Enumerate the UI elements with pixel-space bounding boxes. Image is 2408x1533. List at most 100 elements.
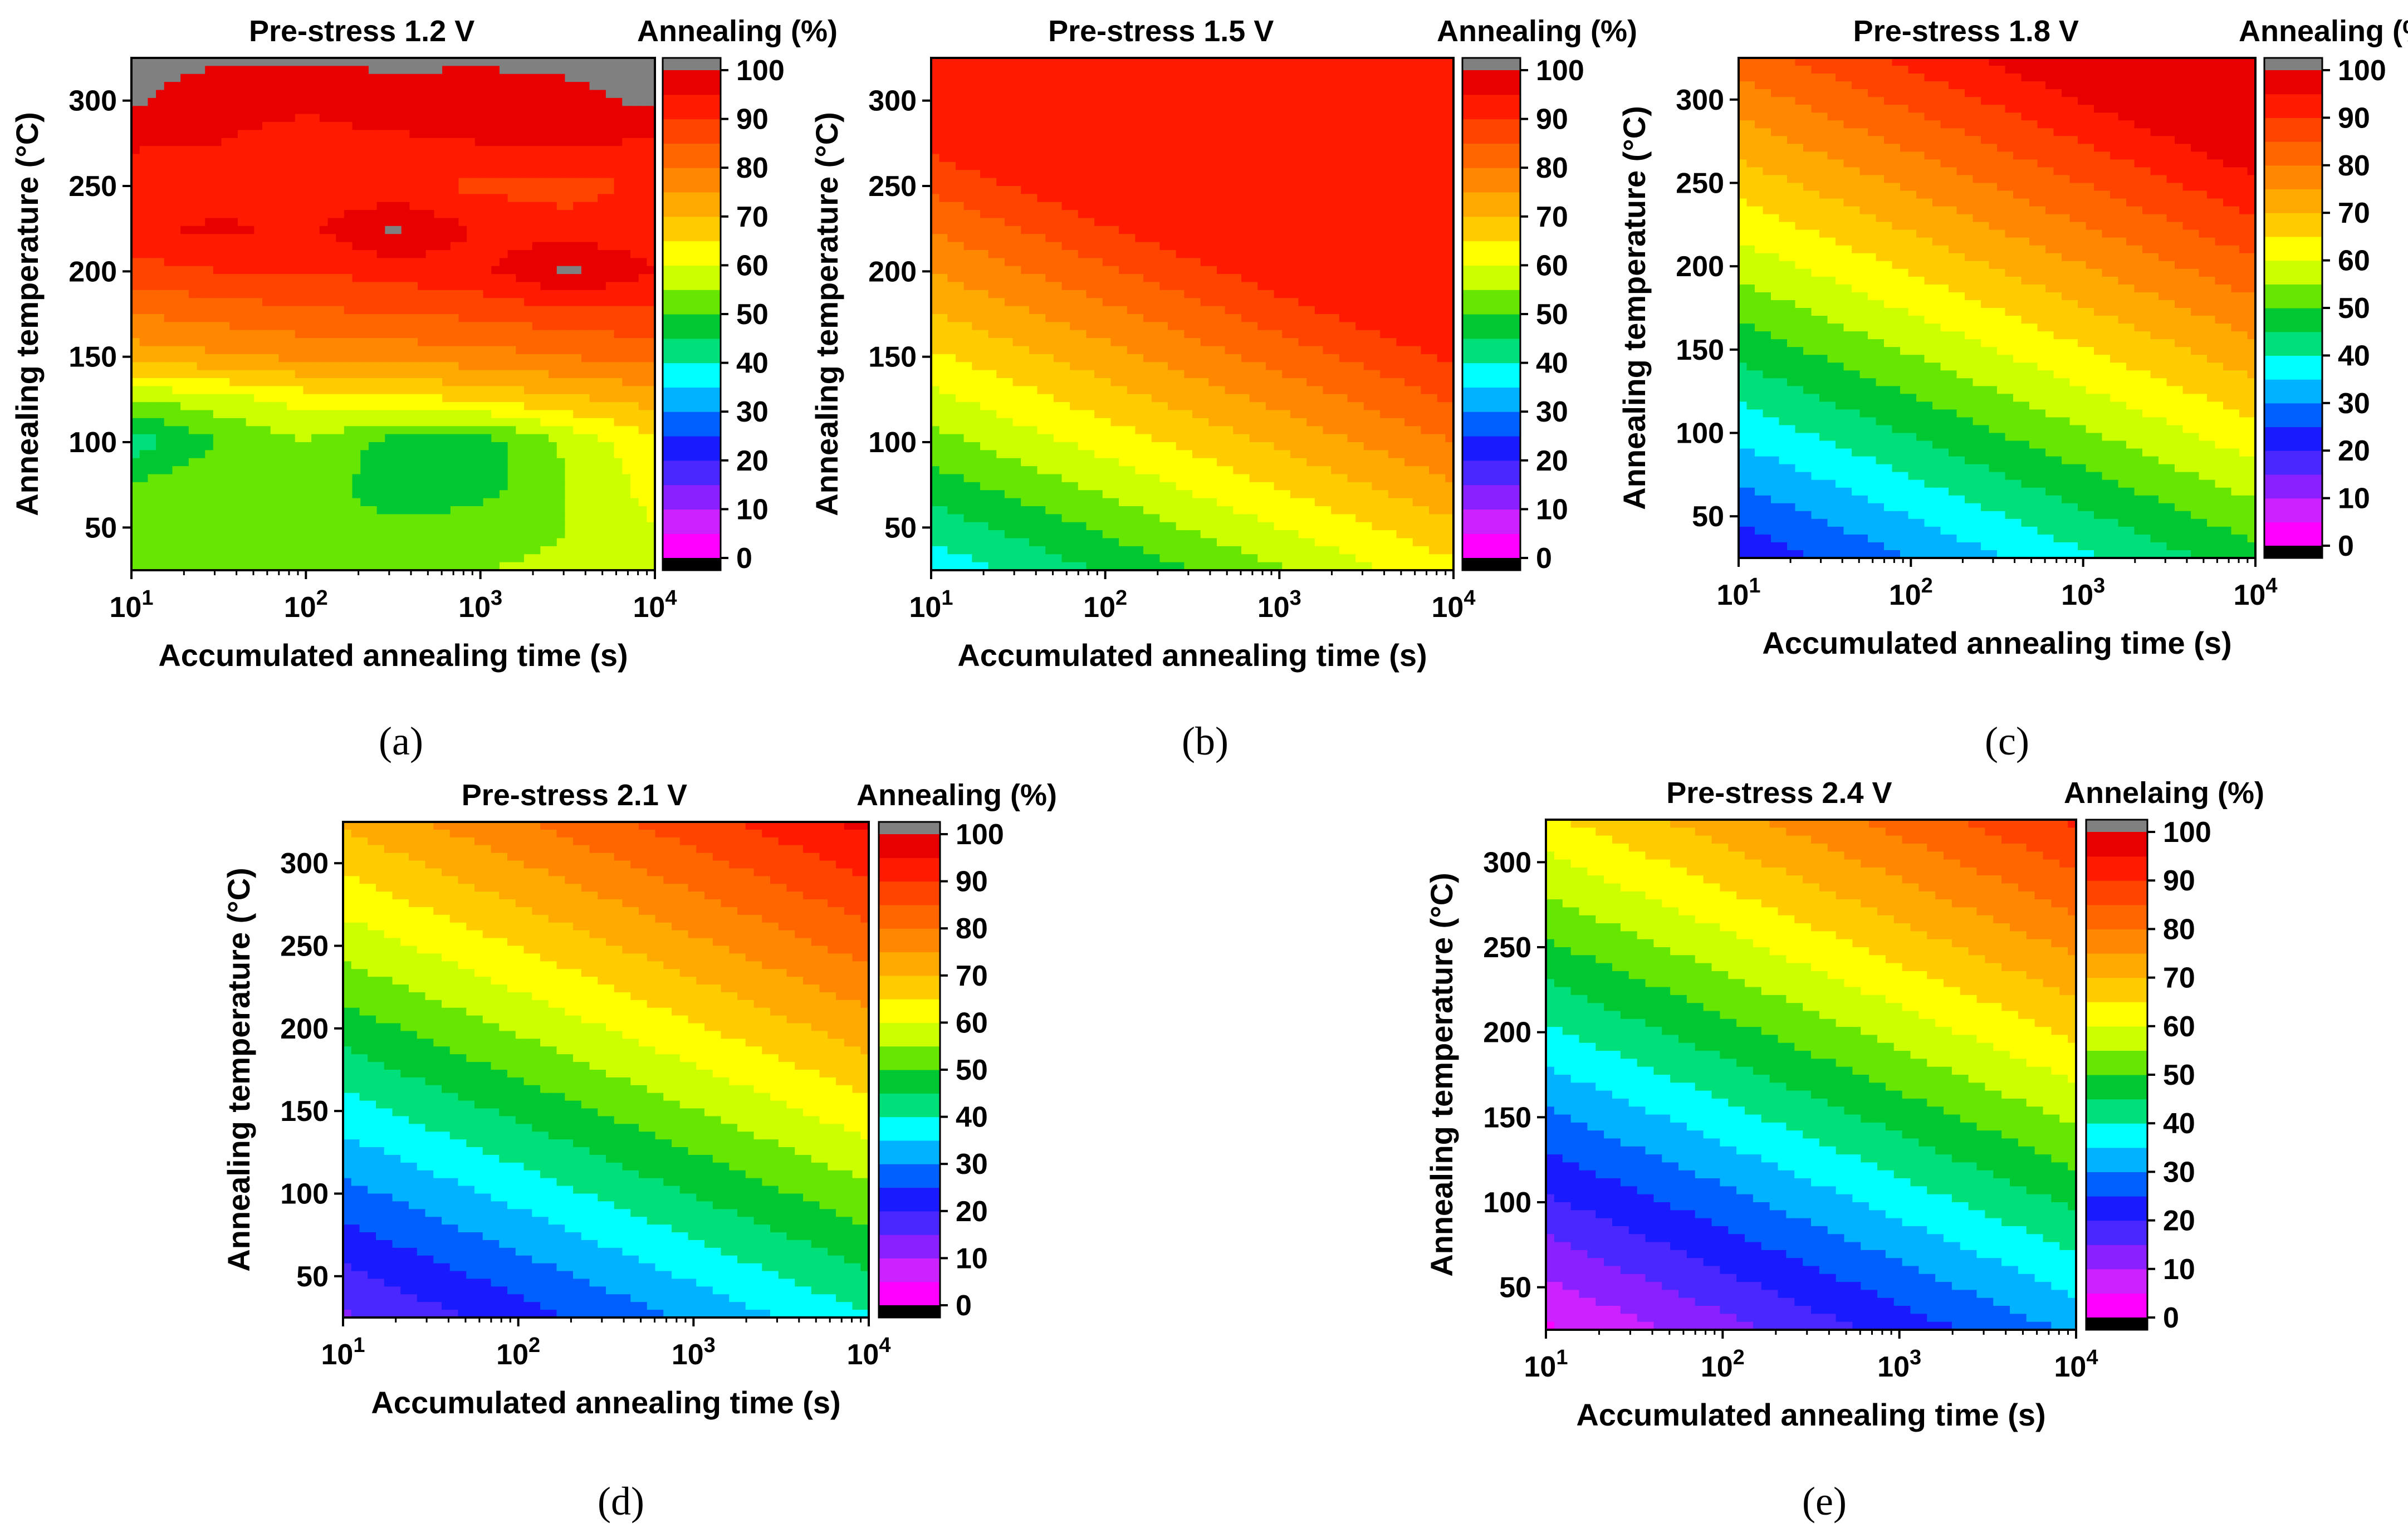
contour-cell: [418, 90, 426, 99]
contour-cell: [451, 194, 459, 202]
contour-cell: [369, 234, 377, 242]
contour-cell: [549, 138, 557, 146]
contour-cell: [303, 242, 311, 251]
contour-cell: [205, 194, 213, 202]
contour-cell: [213, 114, 222, 123]
contour-cell: [418, 74, 426, 82]
contour-cell: [311, 138, 320, 146]
contour-cell: [303, 114, 311, 123]
contour-cell: [222, 146, 230, 154]
contour-cell: [353, 66, 361, 74]
contour-cell: [254, 138, 262, 146]
contour-cell: [491, 202, 500, 210]
contour-cell: [598, 114, 606, 123]
contour-cell: [336, 234, 344, 242]
contour-cell: [360, 146, 369, 154]
contour-cell: [409, 186, 418, 194]
contour-cell: [311, 130, 320, 138]
contour-cell: [475, 66, 483, 74]
contour-cell: [303, 130, 311, 138]
contour-cell: [246, 194, 254, 202]
contour-cell: [344, 162, 353, 170]
contour-cell: [213, 218, 222, 227]
contour-cell: [639, 74, 647, 82]
contour-cell: [483, 146, 492, 154]
contour-cell: [622, 146, 630, 154]
contour-cell: [598, 234, 606, 242]
contour-cell: [131, 122, 140, 130]
contour-cell: [622, 186, 630, 194]
contour-cell: [246, 170, 254, 178]
contour-cell: [262, 162, 271, 170]
contour-cell: [271, 178, 279, 187]
contour-cell: [311, 82, 320, 90]
contour-cell: [516, 138, 524, 146]
contour-cell: [180, 154, 189, 163]
contour-cell: [222, 234, 230, 242]
contour-cell: [630, 226, 639, 234]
contour-cell: [336, 210, 344, 218]
contour-cell: [557, 242, 565, 251]
contour-cell: [500, 122, 508, 130]
contour-cell: [205, 186, 213, 194]
contour-cell: [278, 138, 287, 146]
contour-cell: [189, 234, 197, 242]
contour-cell: [164, 74, 173, 82]
contour-cell: [639, 58, 647, 66]
contour-cell: [540, 194, 549, 202]
contour-cell: [491, 90, 500, 99]
contour-cell: [156, 74, 164, 82]
contour-cell: [320, 226, 328, 234]
contour-cell: [238, 66, 246, 74]
contour-cell: [451, 66, 459, 74]
contour-cell: [491, 130, 500, 138]
contour-cell: [402, 66, 410, 74]
contour-cell: [573, 178, 581, 187]
contour-cell: [344, 218, 353, 227]
contour-cell: [205, 218, 213, 227]
contour-cell: [336, 226, 344, 234]
contour-cell: [328, 210, 336, 218]
contour-cell: [222, 90, 230, 99]
contour-cell: [581, 122, 590, 130]
contour-cell: [189, 186, 197, 194]
contour-cell: [540, 90, 549, 99]
contour-cell: [565, 242, 573, 251]
contour-cell: [303, 106, 311, 114]
contour-cell: [622, 234, 630, 242]
contour-cell: [590, 178, 598, 187]
contour-cell: [172, 162, 180, 170]
contour-cell: [590, 122, 598, 130]
contour-cell: [451, 146, 459, 154]
contour-cell: [614, 138, 623, 146]
contour-cell: [557, 106, 565, 114]
contour-cell: [516, 194, 524, 202]
contour-cell: [434, 66, 442, 74]
contour-cell: [164, 130, 173, 138]
contour-cell: [164, 194, 173, 202]
contour-cell: [311, 234, 320, 242]
contour-cell: [467, 106, 475, 114]
contour-cell: [140, 98, 148, 106]
contour-cell: [278, 226, 287, 234]
contour-cell: [222, 74, 230, 82]
contour-cell: [148, 130, 156, 138]
contour-cell: [606, 58, 614, 66]
contour-cell: [131, 138, 140, 146]
contour-cell: [222, 218, 230, 227]
contour-cell: [418, 130, 426, 138]
contour-cell: [606, 170, 614, 178]
contour-cell: [320, 234, 328, 242]
contour-cell: [385, 58, 393, 66]
contour-cell: [311, 242, 320, 251]
contour-cell: [426, 98, 434, 106]
contour-cell: [581, 194, 590, 202]
contour-cell: [516, 170, 524, 178]
contour-cell: [164, 122, 173, 130]
contour-cell: [549, 58, 557, 66]
contour-cell: [475, 130, 483, 138]
contour-cell: [271, 226, 279, 234]
contour-cell: [630, 82, 639, 90]
contour-cell: [491, 98, 500, 106]
contour-cell: [197, 162, 205, 170]
